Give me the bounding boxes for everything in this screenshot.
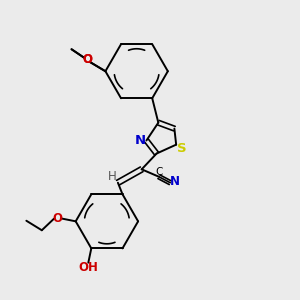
Text: O: O: [82, 53, 92, 66]
Text: C: C: [155, 167, 162, 177]
Text: O: O: [82, 53, 92, 66]
Text: N: N: [170, 175, 180, 188]
Text: N: N: [134, 134, 146, 147]
Text: H: H: [108, 170, 117, 183]
Text: OH: OH: [78, 261, 98, 274]
Text: O: O: [52, 212, 62, 225]
Text: S: S: [177, 142, 187, 155]
